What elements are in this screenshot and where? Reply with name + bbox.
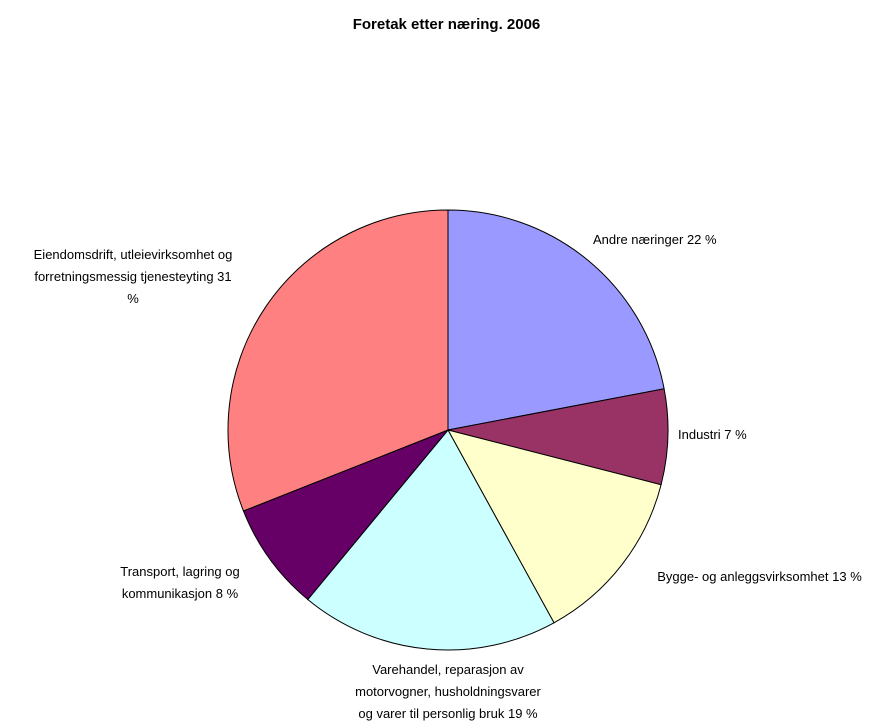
- slice-label: Bygge- og anleggsvirksomhet 13 %: [632, 566, 887, 588]
- value-label: 31 %: [127, 269, 232, 306]
- slice-label: Transport, lagring og kommunikasjon 8 %: [95, 561, 265, 605]
- category-name: Bygge- og anleggsvirksomhet: [657, 569, 829, 584]
- chart-title: Foretak etter næring. 2006: [352, 16, 541, 33]
- pie-slice: [447, 429, 662, 624]
- value-label: 19 %: [507, 706, 538, 721]
- pie-slice: [447, 209, 665, 431]
- value-label: 8 %: [215, 586, 239, 601]
- pie-slice: [242, 429, 449, 601]
- category-name: Varehandel, reparasjon av motorvogner, h…: [355, 662, 541, 721]
- slice-label: Varehandel, reparasjon av motorvogner, h…: [348, 659, 548, 725]
- pie-slice: [307, 429, 555, 651]
- slice-label: Industri 7 %: [678, 424, 798, 446]
- category-name: Industri: [678, 427, 721, 442]
- value-label: 13 %: [832, 569, 862, 584]
- category-name: Andre næringer: [593, 232, 684, 247]
- value-label: 22 %: [686, 232, 717, 247]
- pie-slice: [227, 209, 449, 512]
- value-label: 7 %: [724, 427, 747, 442]
- category-name: Transport, lagring og kommunikasjon: [120, 564, 240, 601]
- category-name: Eiendomsdrift, utleievirksomhet og forre…: [33, 247, 233, 284]
- slice-label: Eiendomsdrift, utleievirksomhet og forre…: [33, 244, 233, 310]
- slice-label: Andre næringer 22 %: [593, 229, 793, 251]
